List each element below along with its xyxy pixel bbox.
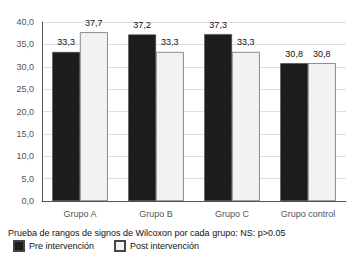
svg-text:0,0: 0,0 bbox=[21, 196, 34, 206]
svg-text:33,3: 33,3 bbox=[237, 37, 255, 47]
svg-text:Grupo B: Grupo B bbox=[139, 209, 173, 219]
svg-text:40,0: 40,0 bbox=[16, 17, 34, 27]
svg-text:Grupo control: Grupo control bbox=[281, 209, 336, 219]
svg-text:5,0: 5,0 bbox=[21, 174, 34, 184]
svg-text:30,8: 30,8 bbox=[285, 49, 303, 59]
svg-text:33,3: 33,3 bbox=[161, 37, 179, 47]
svg-text:10,0: 10,0 bbox=[16, 151, 34, 161]
svg-text:35,0: 35,0 bbox=[16, 39, 34, 49]
svg-text:Pre intervención: Pre intervención bbox=[29, 241, 94, 251]
svg-text:25,0: 25,0 bbox=[16, 84, 34, 94]
svg-text:30,0: 30,0 bbox=[16, 62, 34, 72]
svg-text:Grupo A: Grupo A bbox=[63, 209, 96, 219]
svg-text:37,3: 37,3 bbox=[209, 20, 227, 30]
svg-text:37,2: 37,2 bbox=[133, 20, 151, 30]
svg-text:15,0: 15,0 bbox=[16, 129, 34, 139]
svg-text:30,8: 30,8 bbox=[313, 49, 331, 59]
svg-text:Grupo C: Grupo C bbox=[215, 209, 250, 219]
svg-text:20,0: 20,0 bbox=[16, 107, 34, 117]
svg-text:33,3: 33,3 bbox=[57, 37, 75, 47]
svg-text:Prueba de rangos de signos de: Prueba de rangos de signos de Wilcoxon p… bbox=[8, 228, 285, 238]
svg-text:Post intervención: Post intervención bbox=[130, 241, 199, 251]
svg-text:37,7: 37,7 bbox=[85, 18, 103, 28]
